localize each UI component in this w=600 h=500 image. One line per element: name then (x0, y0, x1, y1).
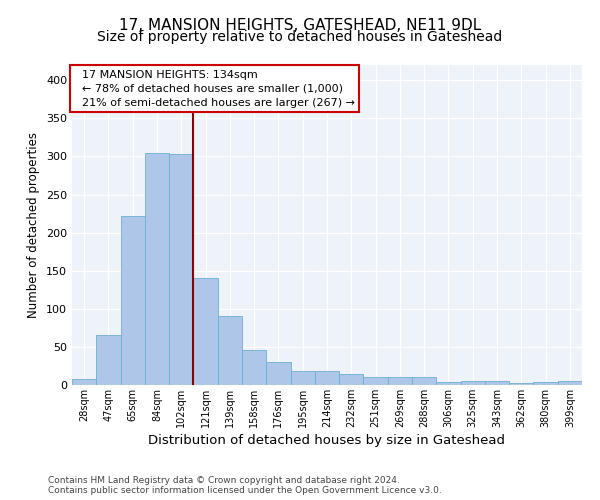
Text: 17, MANSION HEIGHTS, GATESHEAD, NE11 9DL: 17, MANSION HEIGHTS, GATESHEAD, NE11 9DL (119, 18, 481, 32)
Bar (266, 362, 290, 385)
Bar (412, 378, 436, 385)
Text: Contains HM Land Registry data © Crown copyright and database right 2024.: Contains HM Land Registry data © Crown c… (48, 476, 400, 485)
Bar (72, 379, 96, 385)
Bar (290, 370, 315, 385)
Bar (364, 376, 388, 385)
Bar (485, 381, 509, 385)
X-axis label: Distribution of detached houses by size in Gateshead: Distribution of detached houses by size … (149, 434, 505, 447)
Text: Size of property relative to detached houses in Gateshead: Size of property relative to detached ho… (97, 30, 503, 44)
Bar (121, 216, 145, 385)
Bar (96, 336, 121, 385)
Bar (509, 382, 533, 385)
Bar (145, 152, 169, 385)
Y-axis label: Number of detached properties: Number of detached properties (28, 132, 40, 318)
Text: Contains public sector information licensed under the Open Government Licence v3: Contains public sector information licen… (48, 486, 442, 495)
Bar (193, 278, 218, 385)
Bar (533, 382, 558, 385)
Bar (461, 381, 485, 385)
Text: 17 MANSION HEIGHTS: 134sqm
  ← 78% of detached houses are smaller (1,000)
  21% : 17 MANSION HEIGHTS: 134sqm ← 78% of deta… (74, 70, 355, 108)
Bar (315, 370, 339, 385)
Bar (242, 350, 266, 385)
Bar (218, 316, 242, 385)
Bar (436, 382, 461, 385)
Bar (388, 378, 412, 385)
Bar (169, 154, 193, 385)
Bar (558, 381, 582, 385)
Bar (339, 374, 364, 385)
